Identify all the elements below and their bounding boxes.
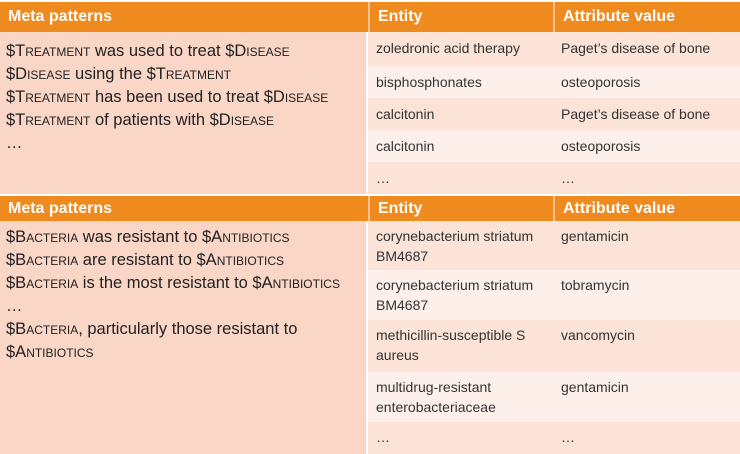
meta-pattern-line: $Bacteria is the most resistant to $Anti… bbox=[0, 272, 366, 295]
table-header: Meta patterns Entity Attribute value bbox=[0, 196, 740, 221]
pattern-segment: isease bbox=[246, 42, 290, 60]
header-entity: Entity bbox=[368, 2, 422, 32]
meta-patterns-cell: $Treatment was used to treat $Disease $Di… bbox=[0, 32, 366, 194]
pattern-segment: $B bbox=[6, 251, 27, 269]
pattern-segment: $B bbox=[6, 320, 27, 338]
table-row: …… bbox=[368, 162, 740, 194]
pattern-segment: $B bbox=[6, 228, 27, 246]
pattern-segment: of patients with $D bbox=[90, 111, 231, 129]
pattern-segment: acteria bbox=[26, 320, 79, 338]
table-row: zoledronic acid therapy Paget’s disease o… bbox=[368, 32, 740, 66]
pattern-segment: isease bbox=[27, 65, 71, 83]
attribute-value-cell: tobramycin bbox=[561, 277, 630, 293]
table-row: corynebacterium striatum BM4687 tobramyci… bbox=[368, 270, 740, 320]
meta-patterns-cell: $Bacteria was resistant to $Antibiotics $… bbox=[0, 221, 366, 454]
meta-pattern-line: $Disease using the $Treatment bbox=[0, 63, 366, 86]
pattern-segment: … bbox=[6, 134, 23, 152]
meta-pattern-line: … bbox=[0, 132, 366, 155]
pattern-segment: acteria bbox=[26, 274, 79, 292]
attribute-value-cell: Paget’s disease of bone bbox=[561, 106, 711, 122]
meta-pattern-line: $Treatment was used to treat $Disease bbox=[0, 40, 366, 63]
entity-cell: multidrug-resistant enterobacteriaceae bbox=[376, 379, 496, 415]
attribute-value-cell: … bbox=[561, 429, 575, 445]
pattern-segment: ntibiotics bbox=[272, 274, 340, 292]
pattern-segment: isease bbox=[284, 88, 329, 106]
entity-cell: zoledronic acid therapy bbox=[376, 40, 520, 56]
header-meta: Meta patterns bbox=[8, 8, 113, 25]
pattern-segment: reatment bbox=[165, 65, 231, 83]
header-attribute: Attribute value bbox=[553, 2, 675, 32]
meta-pattern-line: $Bacteria, particularly those resistant … bbox=[0, 318, 366, 341]
pattern-segment: reatment bbox=[25, 111, 91, 129]
pattern-segment: are resistant to $A bbox=[78, 251, 217, 269]
table-row: corynebacterium striatum BM4687 gentamici… bbox=[368, 221, 740, 270]
table-row: methicillin-susceptible S aureus vancomyc… bbox=[368, 320, 740, 372]
attribute-value-cell: vancomycin bbox=[561, 327, 635, 343]
attribute-value-cell: … bbox=[561, 170, 575, 186]
attribute-value-cell: Paget’s disease of bone bbox=[561, 40, 711, 56]
table-row: …… bbox=[368, 422, 740, 454]
entity-cell: … bbox=[376, 429, 390, 445]
pattern-segment: was used to treat $D bbox=[90, 42, 247, 60]
entity-cell: corynebacterium striatum BM4687 bbox=[376, 228, 534, 264]
header-attribute: Attribute value bbox=[553, 196, 675, 221]
pattern-segment: $T bbox=[6, 42, 26, 60]
table-row: calcitonin osteoporosis bbox=[368, 130, 740, 162]
pattern-segment: is the most resistant to $A bbox=[78, 274, 273, 292]
attribute-value-cell: gentamicin bbox=[561, 379, 629, 395]
entity-cell: … bbox=[376, 170, 390, 186]
pattern-segment: acteria bbox=[26, 251, 79, 269]
meta-pattern-line: $Treatment of patients with $Disease bbox=[0, 109, 366, 132]
pattern-segment: isease bbox=[230, 111, 275, 129]
pattern-segment: reatment bbox=[25, 42, 91, 60]
attribute-value-cell: gentamicin bbox=[561, 228, 629, 244]
meta-pattern-line: $Bacteria was resistant to $Antibiotics bbox=[0, 226, 366, 249]
table-row: calcitonin Paget’s disease of bone bbox=[368, 98, 740, 130]
header-entity: Entity bbox=[368, 196, 422, 221]
pattern-segment: $T bbox=[6, 88, 26, 106]
pattern-segment: reatment bbox=[25, 88, 91, 106]
pattern-segment: acteria bbox=[26, 228, 79, 246]
entity-cell: calcitonin bbox=[376, 138, 435, 154]
pattern-segment: was resistant to $A bbox=[78, 228, 223, 246]
attribute-value-cell: osteoporosis bbox=[561, 74, 641, 90]
pattern-segment: has been used to treat $D bbox=[90, 88, 285, 106]
entity-cell: bisphosphonates bbox=[376, 74, 482, 90]
entity-cell: calcitonin bbox=[376, 106, 435, 122]
pattern-segment: … bbox=[6, 297, 23, 315]
pattern-segment: ntibiotics bbox=[222, 228, 290, 246]
pattern-segment: $T bbox=[6, 111, 26, 129]
meta-pattern-line: … bbox=[0, 295, 366, 318]
meta-pattern-line: $Bacteria are resistant to $Antibiotics bbox=[0, 249, 366, 272]
attribute-value-cell: osteoporosis bbox=[561, 138, 641, 154]
entity-cell: corynebacterium striatum BM4687 bbox=[376, 277, 534, 313]
pattern-segment: $A bbox=[6, 343, 27, 361]
pattern-segment: $B bbox=[6, 274, 27, 292]
pattern-segment: using the $T bbox=[70, 65, 166, 83]
table-header: Meta patterns Entity Attribute value bbox=[0, 2, 740, 32]
pattern-segment: ntibiotics bbox=[216, 251, 285, 269]
table-row: bisphosphonates osteoporosis bbox=[368, 66, 740, 98]
entity-cell: methicillin-susceptible S aureus bbox=[376, 327, 526, 363]
meta-pattern-line: $Antibiotics bbox=[0, 341, 366, 364]
table-row: multidrug-resistant enterobacteriaceae ge… bbox=[368, 372, 740, 422]
pattern-segment: $D bbox=[6, 65, 28, 83]
pattern-segment: , particularly those resistant to bbox=[78, 320, 298, 338]
pattern-segment: ntibiotics bbox=[26, 343, 94, 361]
header-meta: Meta patterns bbox=[8, 200, 113, 217]
meta-pattern-line: $Treatment has been used to treat $Disea… bbox=[0, 86, 366, 109]
